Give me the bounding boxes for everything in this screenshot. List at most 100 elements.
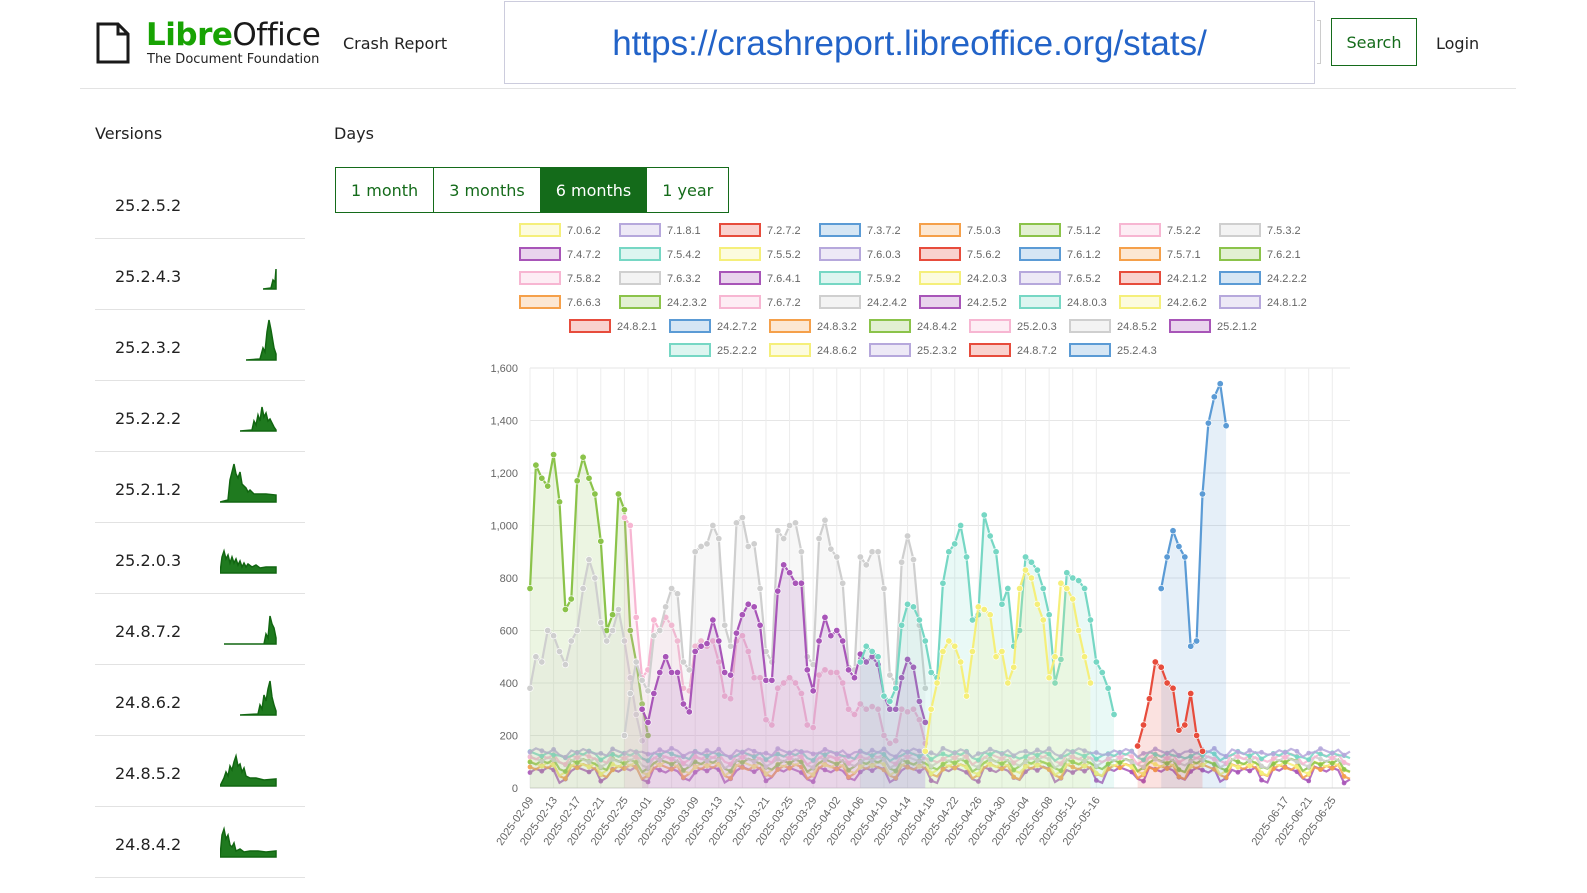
series-point-minor bbox=[716, 762, 722, 768]
version-item[interactable]: 24.8.4.2 bbox=[95, 807, 305, 878]
legend-swatch bbox=[1019, 295, 1061, 309]
series-point bbox=[945, 637, 953, 645]
series-point-minor bbox=[1188, 754, 1194, 759]
legend-swatch bbox=[819, 223, 861, 237]
series-point-minor bbox=[586, 759, 592, 765]
series-point-minor bbox=[964, 759, 969, 765]
sparkline-path bbox=[220, 548, 277, 574]
search-button[interactable]: Search bbox=[1331, 18, 1417, 66]
days-option-button[interactable]: 1 year bbox=[647, 168, 729, 212]
days-option-button[interactable]: 6 months bbox=[540, 168, 648, 212]
series-point-minor bbox=[940, 751, 946, 757]
series-line bbox=[1136, 659, 1204, 752]
series-point bbox=[650, 689, 658, 697]
series-point bbox=[880, 584, 888, 592]
legend-swatch bbox=[1219, 271, 1261, 285]
series-point bbox=[762, 716, 770, 724]
series-point bbox=[1081, 584, 1089, 592]
version-sparkline bbox=[220, 753, 277, 787]
series-point-minor bbox=[1235, 754, 1241, 760]
series-point bbox=[1157, 584, 1165, 592]
series-point bbox=[874, 653, 882, 661]
legend-label: 7.2.7.2 bbox=[767, 225, 801, 237]
series-point bbox=[1075, 626, 1083, 634]
series-point bbox=[845, 705, 853, 713]
series-point-minor bbox=[1329, 755, 1335, 761]
series-point bbox=[1092, 658, 1100, 666]
series-point bbox=[585, 556, 593, 564]
login-link[interactable]: Login bbox=[1436, 34, 1480, 53]
series-point-minor bbox=[610, 746, 615, 752]
legend-swatch bbox=[919, 295, 961, 309]
series-point bbox=[644, 731, 652, 739]
series-point bbox=[732, 519, 740, 527]
series-point-minor bbox=[1046, 751, 1052, 757]
legend-label: 7.5.1.2 bbox=[1067, 225, 1101, 237]
series-point-minor bbox=[1058, 761, 1064, 766]
series-point-minor bbox=[704, 753, 710, 759]
series-point-minor bbox=[574, 765, 580, 771]
legend-label: 7.0.6.2 bbox=[567, 225, 601, 237]
series-point-minor bbox=[1200, 762, 1205, 768]
series-point bbox=[951, 642, 959, 650]
series-point bbox=[839, 679, 847, 687]
series-point bbox=[1022, 566, 1030, 574]
series-point-minor bbox=[1023, 754, 1028, 760]
series-point bbox=[921, 747, 929, 755]
series-point-minor bbox=[574, 755, 580, 761]
version-item[interactable]: 25.2.2.2 bbox=[95, 381, 305, 452]
series-point-minor bbox=[1141, 757, 1146, 763]
legend-label: 7.6.3.2 bbox=[667, 273, 701, 285]
version-sparkline bbox=[220, 826, 277, 858]
legend-label: 7.5.3.2 bbox=[1267, 225, 1301, 237]
crash-chart: 7.0.6.2 7.1.8.1 7.2.7.2 7.3.7.2 7.5.0.3 7.5.1… bbox=[490, 223, 1351, 848]
legend-label: 24.8.6.2 bbox=[817, 345, 857, 357]
version-item[interactable]: 24.8.5.2 bbox=[95, 736, 305, 807]
series-point-minor bbox=[1306, 764, 1312, 770]
series-point bbox=[567, 595, 575, 603]
libreoffice-logo-icon[interactable] bbox=[96, 22, 130, 64]
series-point-minor bbox=[810, 772, 816, 778]
series-area bbox=[1161, 383, 1227, 788]
series-point-minor bbox=[1093, 770, 1099, 776]
version-item[interactable]: 24.8.7.2 bbox=[95, 594, 305, 665]
version-item[interactable]: 25.2.4.3 bbox=[95, 239, 305, 310]
version-item[interactable]: 25.2.5.2 bbox=[95, 168, 305, 239]
series-point-minor bbox=[1129, 764, 1135, 770]
version-item[interactable]: 24.8.6.2 bbox=[95, 665, 305, 736]
series-point-minor bbox=[704, 768, 710, 774]
series-point-minor bbox=[964, 749, 969, 755]
version-item[interactable]: 25.2.3.2 bbox=[95, 310, 305, 381]
series-point bbox=[632, 613, 640, 621]
legend-swatch bbox=[619, 223, 661, 237]
series-point-minor bbox=[739, 750, 745, 755]
version-item[interactable]: 25.2.1.2 bbox=[95, 452, 305, 523]
series-point bbox=[780, 535, 788, 543]
series-point bbox=[780, 679, 788, 687]
series-point-minor bbox=[1282, 760, 1288, 765]
sparkline-path bbox=[220, 753, 277, 787]
series-point bbox=[1199, 747, 1207, 755]
version-item[interactable]: 25.2.0.3 bbox=[95, 523, 305, 594]
series-point bbox=[904, 655, 912, 663]
series-point bbox=[1175, 542, 1183, 550]
series-point-minor bbox=[928, 778, 934, 784]
days-option-button[interactable]: 1 month bbox=[336, 168, 435, 212]
series-point bbox=[992, 548, 1000, 556]
series-point-minor bbox=[621, 766, 627, 771]
series-point bbox=[550, 632, 558, 640]
series-point-minor bbox=[1070, 759, 1076, 765]
legend-label: 24.2.2.2 bbox=[1267, 273, 1307, 285]
series-point bbox=[662, 653, 670, 661]
search-input[interactable] bbox=[1317, 20, 1321, 64]
series-point-minor bbox=[1235, 749, 1241, 755]
series-point-minor bbox=[1306, 757, 1312, 763]
series-point-minor bbox=[1176, 774, 1182, 780]
series-point bbox=[797, 548, 805, 556]
series-point-minor bbox=[1200, 767, 1205, 773]
brand-name[interactable]: LibreOffice bbox=[146, 18, 321, 52]
legend-label: 24.8.5.2 bbox=[1117, 321, 1157, 333]
days-option-button[interactable]: 3 months bbox=[434, 168, 541, 212]
series-point bbox=[791, 679, 799, 687]
crash-report-link[interactable]: Crash Report bbox=[343, 34, 448, 53]
